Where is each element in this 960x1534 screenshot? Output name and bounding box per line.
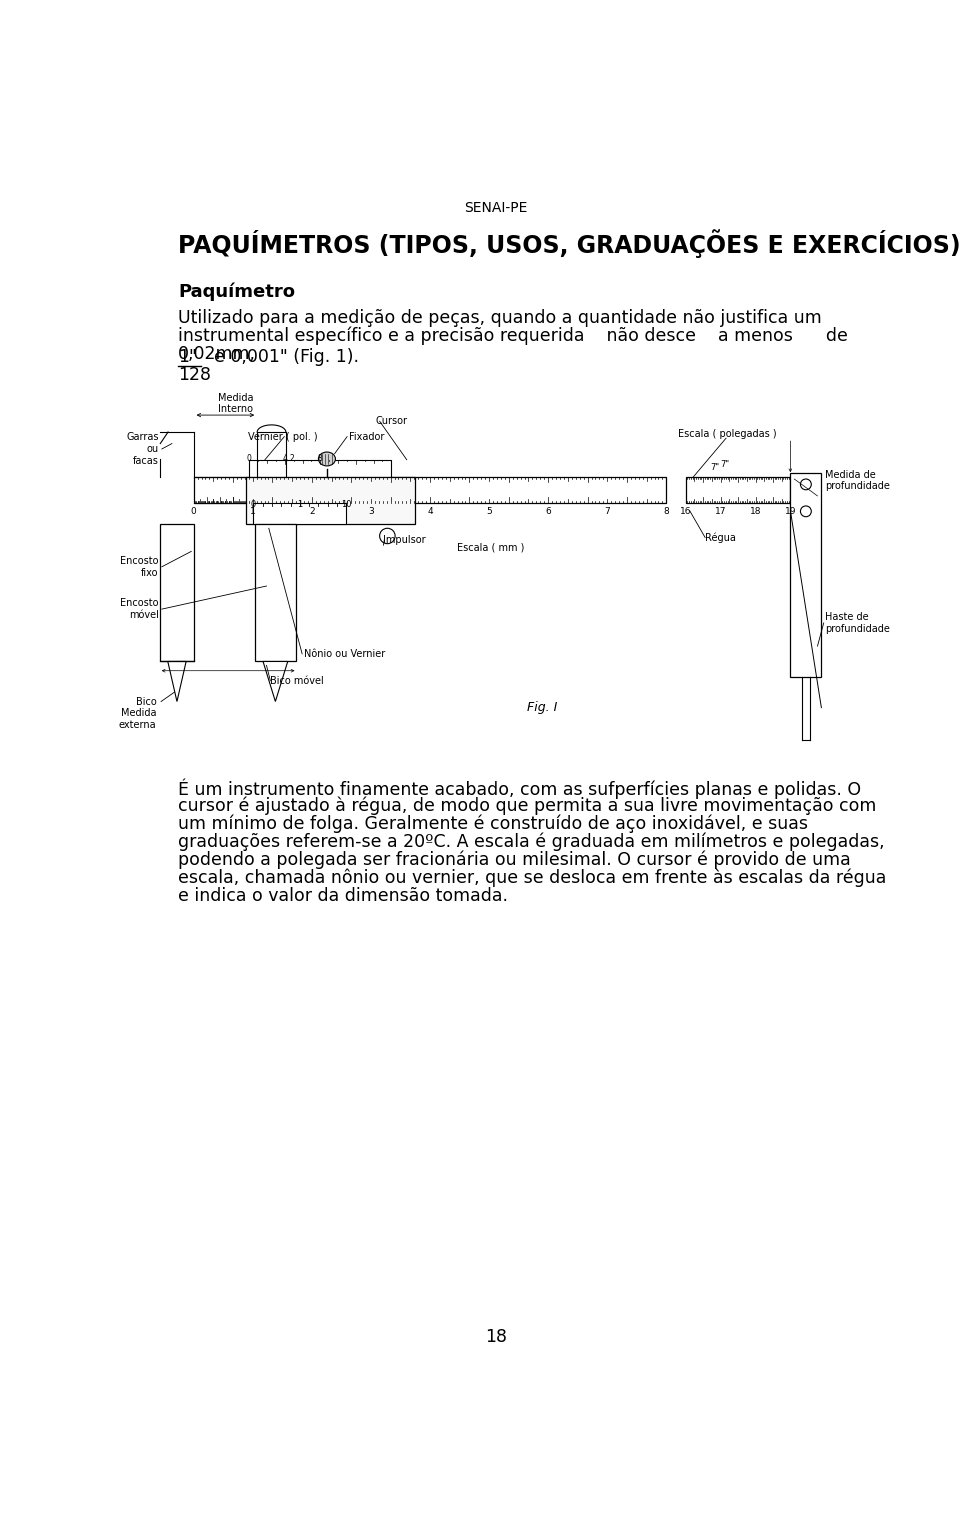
Polygon shape	[168, 661, 186, 701]
Text: 3: 3	[368, 508, 373, 517]
Text: 1: 1	[250, 508, 255, 517]
Text: 2: 2	[309, 508, 315, 517]
Text: 17: 17	[715, 508, 727, 517]
Text: e 0,001" (Fig. 1).: e 0,001" (Fig. 1).	[203, 348, 359, 365]
Text: 7": 7"	[720, 460, 729, 469]
Bar	[194, 477, 666, 503]
Polygon shape	[263, 661, 288, 701]
Text: 0,02mm,: 0,02mm,	[179, 345, 256, 364]
Text: Garras
ou
facas: Garras ou facas	[127, 433, 158, 465]
Bar	[253, 503, 347, 525]
Text: 128: 128	[179, 367, 211, 384]
Text: 8: 8	[318, 454, 323, 463]
Bar	[246, 477, 415, 525]
Text: SENAI-PE: SENAI-PE	[465, 201, 528, 215]
Text: podendo a polegada ser fracionária ou milesimal. O cursor é provido de uma: podendo a polegada ser fracionária ou mi…	[179, 851, 851, 870]
Text: instrumental específico e a precisão requerida    não desce    a menos      de: instrumental específico e a precisão req…	[179, 327, 848, 345]
Text: Bico: Bico	[135, 696, 156, 707]
Text: 0: 0	[251, 500, 256, 509]
Text: 8: 8	[663, 508, 669, 517]
Bar	[250, 460, 392, 477]
Text: É um instrumento finamente acabado, com as sufperfícies planas e polidas. O: É um instrumento finamente acabado, com …	[179, 779, 861, 799]
Text: 1": 1"	[179, 348, 197, 365]
Text: escala, chamada nônio ou vernier, que se desloca em frente às escalas da régua: escala, chamada nônio ou vernier, que se…	[179, 868, 886, 888]
Text: Régua: Régua	[706, 532, 736, 543]
Text: Paquímetro: Paquímetro	[179, 282, 295, 301]
Text: 7": 7"	[710, 463, 719, 472]
Text: 1: 1	[298, 500, 302, 509]
Text: Encosto
fixo: Encosto fixo	[120, 555, 158, 578]
Text: Encosto
móvel: Encosto móvel	[120, 598, 158, 620]
Text: 0: 0	[191, 508, 197, 517]
Text: 0: 0	[247, 454, 252, 463]
Text: um mínimo de folga. Geralmente é construído de aço inoxidável, e suas: um mínimo de folga. Geralmente é constru…	[179, 815, 808, 833]
Text: Haste de
profundidade: Haste de profundidade	[826, 612, 890, 634]
Text: e indica o valor da dimensão tomada.: e indica o valor da dimensão tomada.	[179, 887, 508, 905]
Bar	[160, 525, 194, 661]
Text: Utilizado para a medição de peças, quando a quantidade não justifica um: Utilizado para a medição de peças, quand…	[179, 308, 822, 327]
Ellipse shape	[319, 453, 335, 466]
Text: 2: 2	[290, 454, 295, 463]
Text: Nônio ou Vernier: Nônio ou Vernier	[303, 649, 385, 658]
Text: Fixador: Fixador	[348, 431, 384, 442]
Text: Impulsor: Impulsor	[383, 535, 426, 545]
Text: Cursor: Cursor	[375, 416, 408, 426]
Text: 4: 4	[427, 508, 433, 517]
Text: 16: 16	[680, 508, 691, 517]
Text: Vernier ( pol. ): Vernier ( pol. )	[248, 431, 318, 442]
Text: Escala ( mm ): Escala ( mm )	[457, 543, 524, 552]
Text: Medida de
profundidade: Medida de profundidade	[826, 469, 890, 491]
Text: PAQUÍMETROS (TIPOS, USOS, GRADUAÇÕES E EXERCÍCIOS): PAQUÍMETROS (TIPOS, USOS, GRADUAÇÕES E E…	[179, 229, 960, 258]
Text: cursor é ajustado à régua, de modo que permita a sua livre movimentação com: cursor é ajustado à régua, de modo que p…	[179, 796, 876, 815]
Text: 10: 10	[341, 500, 351, 509]
Text: graduações referem-se a 20ºC. A escala é graduada em milímetros e polegadas,: graduações referem-se a 20ºC. A escala é…	[179, 833, 885, 851]
Bar	[685, 477, 790, 503]
Text: 19: 19	[784, 508, 796, 517]
Text: Fig. I: Fig. I	[527, 701, 558, 715]
Text: 6: 6	[545, 508, 551, 517]
Bar	[254, 525, 296, 661]
Text: 4: 4	[282, 454, 287, 463]
Text: 7: 7	[605, 508, 611, 517]
Text: Medida
Interno: Medida Interno	[218, 393, 253, 414]
Text: 18: 18	[750, 508, 761, 517]
Text: 5: 5	[486, 508, 492, 517]
Text: Escala ( polegadas ): Escala ( polegadas )	[678, 430, 777, 439]
Text: 18: 18	[485, 1327, 507, 1345]
Text: Medida
externa: Medida externa	[119, 709, 156, 730]
Text: Bico móvel: Bico móvel	[271, 676, 324, 686]
Bar	[790, 472, 822, 676]
